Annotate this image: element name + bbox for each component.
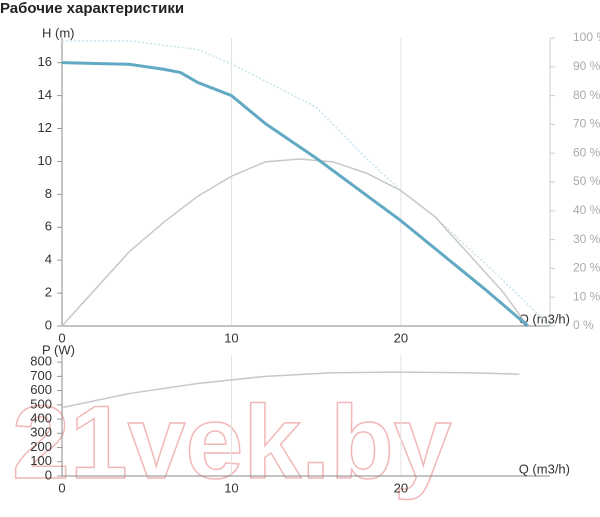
x-tick-label: 0	[58, 480, 65, 495]
y2-tick-label: 30 %	[573, 232, 600, 246]
y-tick-label: 700	[30, 368, 52, 383]
y2-tick-label: 70 %	[573, 117, 600, 131]
y-tick-label: 100	[30, 453, 52, 468]
y2-tick-label: 10 %	[573, 289, 600, 303]
y-tick-label: 200	[30, 439, 52, 454]
x-tick-label: 10	[224, 480, 238, 495]
y2-tick-label: 0 %	[573, 318, 594, 332]
y2-tick-label: 90 %	[573, 59, 600, 73]
y-tick-label: 800	[30, 354, 52, 369]
x-tick-label: 10	[224, 330, 238, 345]
series-line	[62, 40, 551, 327]
y2-tick-label: 20 %	[573, 261, 600, 275]
y-tick-label: 8	[45, 186, 52, 201]
y-tick-label: 0	[45, 467, 52, 482]
series-line	[61, 158, 529, 327]
y-tick-label: 500	[30, 396, 52, 411]
x-tick-label: 0	[58, 330, 65, 345]
chart-title: Рабочие характеристики	[0, 0, 184, 17]
y2-tick-label: 60 %	[573, 145, 600, 159]
y-tick-label: 2	[45, 285, 52, 300]
y-tick-label: 300	[30, 425, 52, 440]
y-tick-label: 400	[30, 410, 52, 425]
y2-tick-label: 100 %	[573, 30, 600, 44]
y2-tick-label: 50 %	[573, 174, 600, 188]
series-line	[61, 61, 529, 328]
y-tick-label: 4	[45, 252, 52, 267]
x-tick-label: 20	[394, 480, 408, 495]
y-tick-label: 12	[38, 120, 52, 135]
y-tick-label: 0	[45, 317, 52, 332]
y-axis-label: H (m)	[42, 25, 75, 40]
y2-tick-label: 80 %	[573, 88, 600, 102]
y2-tick-label: 40 %	[573, 203, 600, 217]
y-tick-label: 14	[38, 87, 52, 102]
x-tick-label: 20	[394, 330, 408, 345]
y-tick-label: 600	[30, 382, 52, 397]
y-axis-label: P (W)	[42, 342, 75, 357]
y-tick-label: 10	[38, 153, 52, 168]
series-line	[61, 371, 520, 409]
x-axis-label: Q (m3/h)	[519, 311, 570, 326]
y-tick-label: 6	[45, 219, 52, 234]
x-axis-label: Q (m3/h)	[519, 461, 570, 476]
y-tick-label: 16	[38, 54, 52, 69]
